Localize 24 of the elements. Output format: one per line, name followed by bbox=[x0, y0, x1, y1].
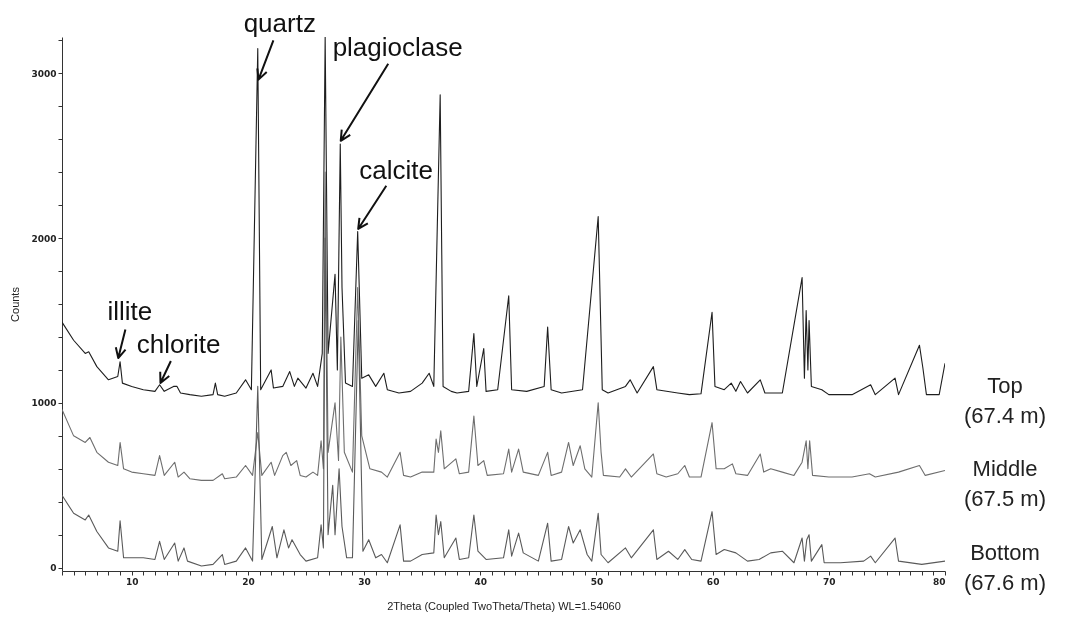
x-tick-label: 30 bbox=[358, 576, 371, 587]
x-tick-label: 70 bbox=[823, 576, 836, 587]
y-tick-label: 3000 bbox=[31, 68, 57, 79]
x-axis-title: 2Theta (Coupled TwoTheta/Theta) WL=1.54060 bbox=[387, 599, 621, 612]
y-axis-title: Counts bbox=[9, 286, 22, 322]
annotation: calcite bbox=[359, 154, 433, 185]
y-tick-label: 2000 bbox=[31, 233, 57, 244]
y-tick-label: 0 bbox=[50, 563, 57, 574]
x-tick-label: 60 bbox=[706, 576, 720, 587]
line-series bbox=[62, 37, 945, 397]
x-tick-label: 50 bbox=[590, 576, 604, 587]
line-series bbox=[62, 237, 945, 567]
series-label: Top (67.4 m) bbox=[964, 373, 1046, 429]
x-tick-label: 80 bbox=[932, 576, 946, 587]
x-tick-label: 10 bbox=[125, 576, 139, 587]
annotation: illite bbox=[107, 296, 153, 327]
series-label: Middle (67.5 m) bbox=[964, 455, 1046, 511]
annotation: chlorite bbox=[136, 328, 221, 359]
y-tick-label: 1000 bbox=[31, 398, 57, 409]
annotation: quartz bbox=[243, 7, 316, 38]
x-tick-label: 40 bbox=[474, 576, 488, 587]
series-label: Bottom (67.6 m) bbox=[964, 539, 1046, 595]
annotation: plagioclase bbox=[332, 32, 463, 63]
x-tick-label: 20 bbox=[242, 576, 255, 587]
